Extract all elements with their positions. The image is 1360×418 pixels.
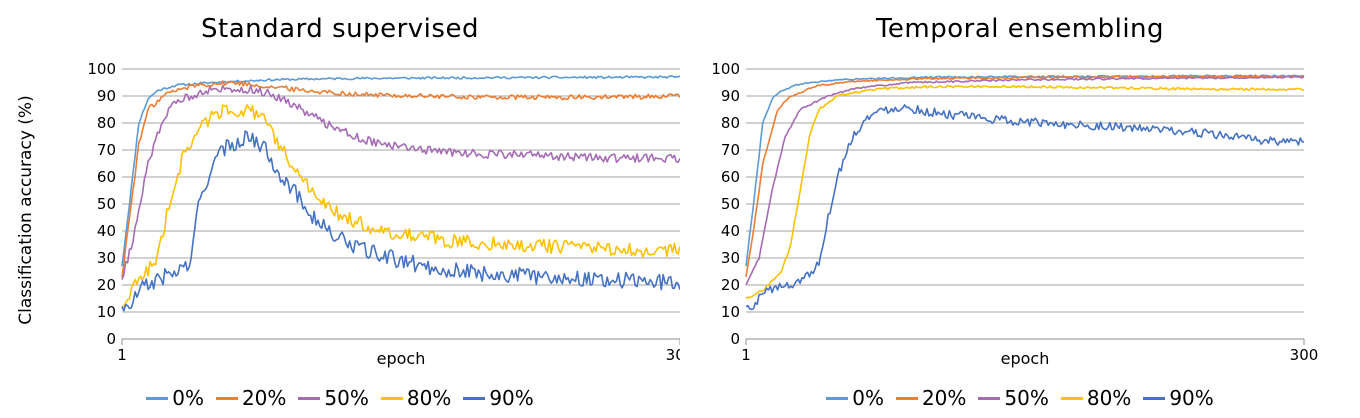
series-line-0pct: [745, 74, 1305, 267]
x-tick-label: 1: [741, 346, 751, 364]
x-axis-label: epoch: [1001, 349, 1050, 368]
y-tick-label: 70: [721, 141, 740, 159]
y-tick-label: 0: [106, 330, 116, 348]
legend-swatch: [463, 396, 486, 400]
series-line-90pct: [121, 130, 680, 312]
chart-title: Standard supervised: [201, 14, 479, 44]
series-line-50pct: [121, 84, 680, 280]
y-tick-label: 40: [97, 222, 116, 240]
x-tick-label: 1: [117, 346, 127, 364]
legend-item: 90%: [463, 386, 534, 410]
y-tick-label: 80: [721, 114, 740, 132]
x-axis-label: epoch: [377, 349, 426, 368]
chart-title: Temporal ensembling: [875, 14, 1165, 44]
y-tick-label: 10: [97, 303, 116, 321]
y-tick-label: 80: [97, 114, 116, 132]
y-tick-label: 40: [721, 222, 740, 240]
series-line-20pct: [121, 80, 680, 278]
y-tick-label: 100: [87, 60, 116, 78]
line-chart-temporal-ensembling: 0 10 20 30 40 50 60 70 80 90 100 1 300 epoch: [711, 60, 1319, 368]
y-tick-label: 70: [97, 141, 116, 159]
x-tick-label: 300: [666, 346, 680, 364]
y-tick-label: 50: [97, 195, 116, 213]
legend-item: 20%: [895, 386, 967, 410]
x-tick-label: 300: [1290, 346, 1319, 364]
y-tick-label: 90: [97, 87, 116, 105]
legend-swatch: [146, 396, 169, 400]
y-tick-label: 60: [97, 168, 116, 186]
series-line-80pct: [122, 104, 680, 308]
legend-label: 50%: [324, 386, 369, 410]
legend-label: 20%: [921, 386, 967, 410]
legend-swatch: [215, 396, 238, 400]
legend-item: 90%: [1143, 386, 1214, 410]
legend-label: 80%: [406, 386, 452, 410]
legend-swatch: [1060, 396, 1083, 400]
y-tick-label: 60: [721, 168, 740, 186]
legend-label: 0%: [172, 386, 204, 410]
legend-item: 20%: [215, 386, 287, 410]
legend-label: 80%: [1086, 386, 1132, 410]
y-tick-label: 0: [730, 330, 740, 348]
y-tick-label: 30: [97, 249, 116, 267]
y-tick-label: 10: [721, 303, 740, 321]
legend-label: 20%: [241, 386, 287, 410]
series-line-20pct: [745, 75, 1305, 278]
legend-swatch: [1143, 396, 1166, 400]
legend-label: 50%: [1004, 386, 1049, 410]
chart-legend: 0% 20% 50% 80% 90%: [0, 386, 680, 410]
legend-swatch: [978, 396, 1001, 400]
legend-item: 0%: [146, 386, 204, 410]
legend-label: 90%: [1169, 386, 1214, 410]
y-tick-label: 20: [721, 276, 740, 294]
chart-panel-standard-supervised: Standard supervised Classification accur…: [0, 14, 680, 410]
legend-label: 90%: [489, 386, 534, 410]
chart-panel-temporal-ensembling: Temporal ensembling 0 10 20 30 40 50 60 70 80 90 1…: [680, 0, 1360, 418]
series-line-80pct: [745, 84, 1305, 300]
legend-item: 50%: [978, 386, 1049, 410]
legend-label: 0%: [852, 386, 884, 410]
y-tick-label: 100: [711, 60, 740, 78]
y-tick-label: 20: [97, 276, 116, 294]
series-line-0pct: [121, 75, 680, 267]
legend-item: 80%: [380, 386, 452, 410]
legend-item: 80%: [1060, 386, 1132, 410]
y-tick-label: 50: [721, 195, 740, 213]
y-tick-label: 30: [721, 249, 740, 267]
series-line-90pct: [745, 104, 1305, 311]
legend-swatch: [298, 396, 321, 400]
legend-swatch: [380, 396, 403, 400]
series-line-50pct: [745, 75, 1305, 286]
legend-swatch: [826, 396, 849, 400]
line-chart-standard-supervised: 0 10 20 30 40 50 60 70 80 90 100 1 300 epoch: [87, 60, 680, 368]
legend-item: 0%: [826, 386, 884, 410]
chart-legend: 0% 20% 50% 80% 90%: [680, 386, 1360, 410]
legend-item: 50%: [298, 386, 369, 410]
legend-swatch: [895, 396, 918, 400]
y-tick-label: 90: [721, 87, 740, 105]
